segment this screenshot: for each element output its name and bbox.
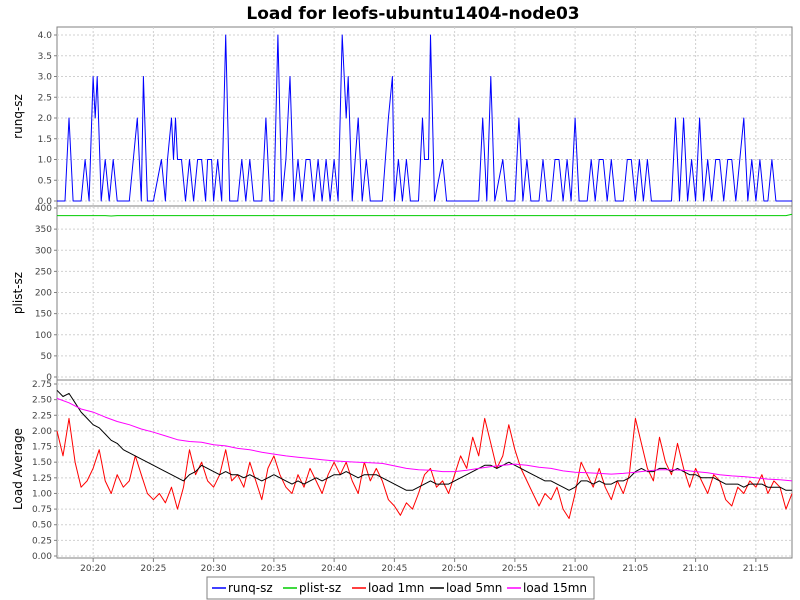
y-tick-label: 2.25 [32,411,52,421]
legend-label-plist-sz: plist-sz [299,581,341,595]
y-tick-label: 2.00 [32,427,52,437]
panel-plist-sz: 0 50 100 150 200 250 300 350 400 plist-sz [11,204,793,383]
legend-label-load-1mn: load 1mn [368,581,424,595]
x-tick-label: 21:10 [683,564,709,574]
x-tick-label: 21:15 [743,564,769,574]
y-tick-label: 3.5 [38,52,52,62]
y-tick-label: 1.0 [38,156,53,166]
y-tick-label: 0 [46,373,52,383]
y-tick-label: 2.50 [32,396,52,406]
legend-label-runq-sz: runq-sz [228,581,273,595]
y-tick-label: 3.0 [38,73,53,83]
y-tick-label: 1.00 [32,489,52,499]
y-axis-label: plist-sz [11,272,25,314]
series-line-load-15mn [56,397,793,482]
y-tick-label: 1.5 [38,135,52,145]
panel-runq-sz: 0.0 0.5 1.0 1.5 2.0 2.5 3.0 3.5 4.0 runq-sz [11,26,793,207]
series-line-load-5mn [56,389,792,491]
series-line-plist-sz [57,213,793,217]
panels-layer: 0.0 0.5 1.0 1.5 2.0 2.5 3.0 3.5 4.0 runq-sz 0 50 100… [11,26,793,562]
x-axis: 20:20 20:25 20:30 20:35 20:40 20:45 20:50 20:55… [80,558,769,574]
y-tick-label: 200 [35,289,52,299]
x-tick-label: 20:25 [140,564,166,574]
x-tick-label: 20:30 [201,564,227,574]
legend-label-load-15mn: load 15mn [523,581,587,595]
x-tick-label: 20:40 [321,564,347,574]
y-tick-label: 0.75 [32,505,52,515]
legend: runq-sz plist-sz load 1mn load 5mn load 15mn [206,576,595,600]
y-tick-label: 350 [35,225,52,235]
y-tick-label: 0.50 [32,521,52,531]
y-tick-label: 0.5 [38,176,52,186]
y-tick-label: 1.25 [32,474,52,484]
x-tick-label: 20:50 [442,564,468,574]
y-axis-label: runq-sz [11,94,25,139]
y-tick-label: 2.5 [38,93,52,103]
series-line-runq-sz [57,34,792,202]
x-tick-label: 20:55 [502,564,528,574]
y-tick-label: 0.25 [32,536,52,546]
y-tick-label: 400 [35,204,52,214]
y-tick-label: 0.00 [32,552,52,562]
x-tick-label: 20:35 [261,564,287,574]
y-tick-label: 50 [41,352,53,362]
y-tick-label: 2.75 [32,380,52,390]
y-tick-label: 0.0 [38,197,53,207]
y-tick-label: 300 [35,246,52,256]
chart-title: Load for leofs-ubuntu1404-node03 [246,4,579,24]
y-axis-label: Load Average [11,428,25,510]
y-tick-label: 150 [35,310,52,320]
y-tick-label: 4.0 [38,31,53,41]
x-tick-label: 21:05 [622,564,648,574]
plot-frame [56,379,793,559]
plot-frame [56,26,793,207]
y-tick-label: 1.50 [32,458,52,468]
y-tick-label: 2.0 [38,114,53,124]
panel-load-average: 0.00 0.25 0.50 0.75 1.00 1.25 1.50 1.75 2.00 2.25… [11,379,793,562]
legend-box [206,576,595,600]
y-tick-label: 250 [35,267,52,277]
x-tick-label: 20:20 [80,564,106,574]
legend-label-load-5mn: load 5mn [446,581,502,595]
y-tick-label: 1.75 [32,443,52,453]
y-tick-label: 100 [35,331,52,341]
x-tick-label: 20:45 [381,564,407,574]
x-tick-label: 21:00 [562,564,588,574]
